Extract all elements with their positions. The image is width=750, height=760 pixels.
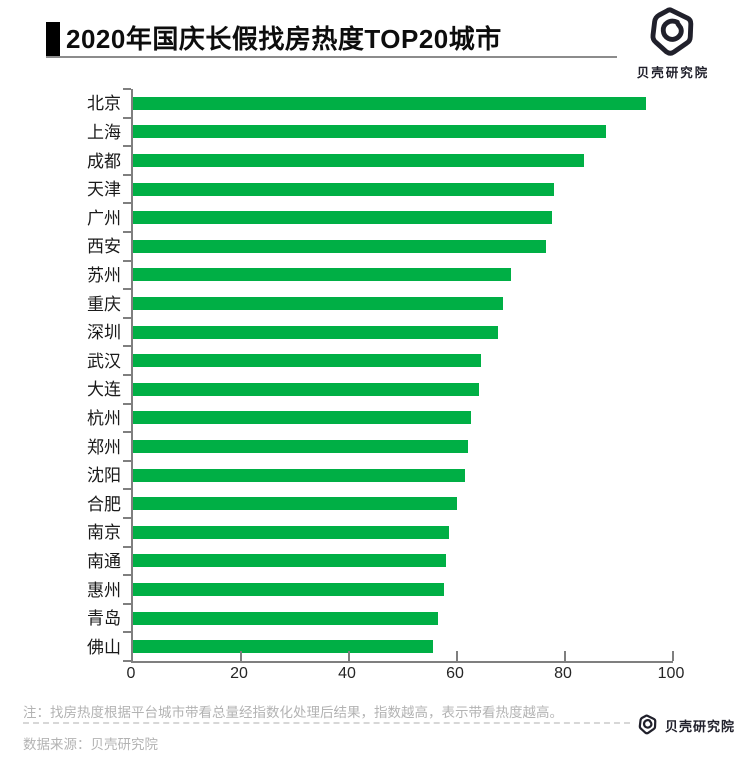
x-axis-tick-label: 60 [446, 665, 464, 682]
bar-合肥 [133, 497, 457, 511]
bar-佛山 [133, 640, 433, 654]
y-axis-tick [123, 288, 131, 291]
brand-logo-top: 贝壳研究院 [618, 6, 728, 81]
title-underline [46, 56, 617, 58]
bar-西安 [133, 239, 547, 253]
bar-武汉 [133, 354, 482, 368]
category-label: 成都 [87, 151, 121, 171]
category-label: 天津 [87, 180, 121, 200]
x-axis-tick-label: 80 [554, 665, 572, 682]
category-label: 南通 [87, 551, 121, 571]
beike-shell-icon [638, 714, 657, 735]
category-label: 沈阳 [87, 466, 121, 486]
category-label: 深圳 [87, 323, 121, 343]
y-axis-tick [123, 660, 131, 662]
y-axis-tick [123, 202, 131, 205]
bar-深圳 [133, 325, 498, 339]
category-label: 南京 [87, 523, 121, 543]
bar-成都 [133, 154, 584, 167]
category-axis-labels: 北京上海成都天津广州西安苏州重庆深圳武汉大连杭州郑州沈阳合肥南京南通惠州青岛佛山 [0, 89, 121, 661]
y-axis-tick [123, 402, 131, 405]
x-axis-tick-label: 0 [126, 665, 136, 682]
bar-南通 [133, 554, 447, 568]
category-label: 郑州 [87, 437, 121, 457]
footnote: 注：找房热度根据平台城市带看总量经指数化处理后结果，指数越高，表示带看热度越高。 [23, 705, 563, 720]
brand-name-bottom: 贝壳研究院 [665, 718, 736, 734]
bar-沈阳 [133, 468, 466, 482]
y-axis-tick [123, 517, 131, 519]
y-axis-tick [123, 145, 131, 148]
y-axis-tick [123, 431, 131, 434]
brand-name-top: 贝壳研究院 [636, 66, 710, 80]
category-label: 上海 [87, 122, 121, 142]
bar-郑州 [133, 440, 468, 453]
data-source: 数据来源：贝壳研究院 [23, 737, 158, 752]
y-axis-tick [123, 345, 131, 348]
bar-重庆 [133, 297, 503, 310]
brand-logo-bottom: 贝壳研究院 [637, 714, 735, 736]
bar-广州 [133, 211, 552, 225]
title-accent-square [46, 22, 60, 56]
y-axis-tick [123, 545, 131, 548]
category-label: 重庆 [87, 294, 121, 314]
value-axis-labels: 0 20 40 60 80 100 [127, 665, 685, 686]
bar-惠州 [133, 583, 444, 596]
category-label: 青岛 [87, 609, 121, 629]
beike-shell-icon [650, 7, 694, 56]
bar-chart-plot-area [123, 88, 674, 663]
y-axis-tick [123, 259, 131, 262]
category-label: 惠州 [87, 580, 121, 600]
x-axis-tick-label: 20 [230, 665, 248, 682]
y-axis-tick [123, 374, 131, 376]
bar-南京 [133, 525, 449, 539]
bar-天津 [133, 182, 555, 196]
bar-上海 [133, 125, 606, 139]
y-axis-tick [123, 88, 131, 90]
y-axis-tick [123, 316, 131, 319]
y-axis-tick [123, 116, 131, 119]
bar-杭州 [133, 411, 471, 425]
page-title: 2020年国庆长假找房热度TOP20城市 [66, 24, 502, 54]
x-axis-tick-label: 100 [657, 665, 685, 682]
category-label: 广州 [87, 208, 121, 228]
x-axis-tick [564, 651, 566, 661]
category-label: 杭州 [87, 408, 121, 428]
dashed-separator [23, 722, 630, 724]
x-axis-tick-label: 40 [338, 665, 356, 682]
bar-北京 [133, 96, 646, 110]
category-label: 大连 [87, 380, 121, 400]
y-axis-tick [123, 631, 131, 634]
y-axis-tick [123, 173, 131, 176]
y-axis-tick [123, 574, 131, 577]
y-axis-tick [123, 231, 131, 233]
bar-苏州 [133, 268, 511, 282]
y-axis-tick [123, 488, 131, 491]
bar-大连 [133, 382, 479, 396]
bar-青岛 [133, 611, 439, 625]
y-axis-tick [123, 459, 131, 462]
category-label: 合肥 [87, 494, 121, 514]
y-axis-tick [123, 602, 131, 605]
category-label: 佛山 [87, 637, 121, 657]
x-axis-tick [672, 651, 674, 661]
category-label: 武汉 [87, 351, 121, 371]
category-label: 北京 [87, 94, 121, 114]
category-label: 苏州 [87, 265, 121, 285]
x-axis-tick [240, 651, 242, 661]
category-label: 西安 [87, 237, 121, 257]
x-axis-tick [456, 651, 458, 661]
x-axis-tick [348, 651, 350, 661]
